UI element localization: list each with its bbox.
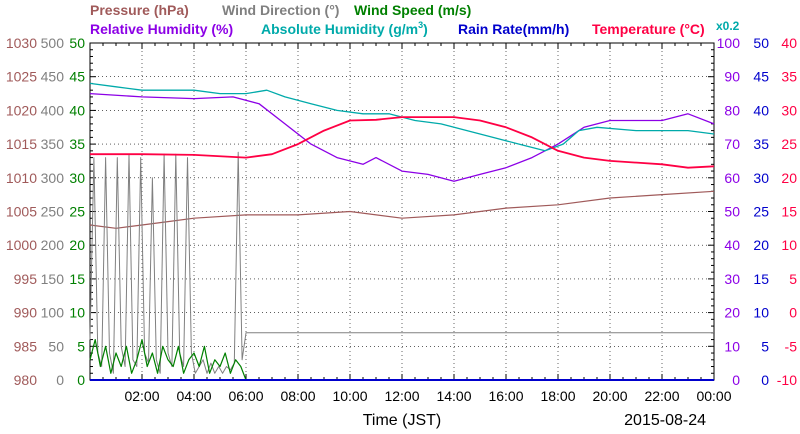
x-tick-label: 06:00 — [228, 388, 263, 404]
series-temperature-line — [90, 116, 715, 169]
y-tick-label-wind-speed: 35 — [69, 136, 85, 152]
x-tick-label: 00:00 — [696, 388, 731, 404]
y-tick-label-wind-direction: 500 — [41, 35, 65, 51]
y-tick-label-relative-humidity: 50 — [724, 204, 740, 220]
y-tick-label-temperature: 15 — [781, 204, 797, 220]
y-tick-label-pressure: 1010 — [6, 170, 37, 186]
y-tick-label-rain-rate: 50 — [753, 35, 769, 51]
y-tick-label-temperature: -5 — [785, 338, 798, 354]
y-tick-label-temperature: 0 — [789, 305, 797, 321]
y-tick-label-wind-direction: 200 — [41, 237, 65, 253]
y-tick-label-relative-humidity: 90 — [724, 69, 740, 85]
y-tick-label-wind-speed: 30 — [69, 170, 85, 186]
y-tick-label-pressure: 995 — [14, 271, 38, 287]
y-tick-label-wind-direction: 100 — [41, 305, 65, 321]
y-tick-label-relative-humidity: 100 — [717, 35, 741, 51]
y-tick-label-relative-humidity: 60 — [724, 170, 740, 186]
y-tick-label-pressure: 1000 — [6, 237, 37, 253]
series-absolute-humidity-line — [89, 82, 715, 152]
y-tick-label-temperature: 40 — [781, 35, 797, 51]
y-tick-label-wind-speed: 40 — [69, 102, 85, 118]
y-tick-label-temperature: 5 — [789, 271, 797, 287]
y-tick-label-rain-rate: 45 — [753, 69, 769, 85]
y-tick-label-pressure: 990 — [14, 305, 38, 321]
x-tick-label: 22:00 — [644, 388, 679, 404]
y-tick-label-relative-humidity: 0 — [732, 372, 740, 388]
x-tick-label: 14:00 — [436, 388, 471, 404]
x-tick-label: 16:00 — [488, 388, 523, 404]
y-tick-label-wind-direction: 400 — [41, 102, 65, 118]
series-wind-speed-line — [89, 339, 247, 381]
y-tick-label-relative-humidity: 70 — [724, 136, 740, 152]
series-layer — [89, 82, 715, 381]
x-tick-label: 18:00 — [540, 388, 575, 404]
y-tick-label-pressure: 1015 — [6, 136, 37, 152]
y-axis-labels: 9809859909951000100510101015102010251030… — [6, 35, 797, 388]
y-tick-label-rain-rate: 20 — [753, 237, 769, 253]
y-tick-label-pressure: 1030 — [6, 35, 37, 51]
x-tick-label: 20:00 — [592, 388, 627, 404]
y-tick-label-wind-speed: 0 — [77, 372, 85, 388]
y-tick-label-temperature: 10 — [781, 237, 797, 253]
y-tick-label-rain-rate: 40 — [753, 102, 769, 118]
y-tick-label-relative-humidity: 30 — [724, 271, 740, 287]
y-tick-label-wind-speed: 5 — [77, 338, 85, 354]
legend-relative-humidity: Relative Humidity (%) — [90, 21, 233, 37]
x-tick-label: 02:00 — [124, 388, 159, 404]
y-tick-label-wind-speed: 10 — [69, 305, 85, 321]
y-tick-label-temperature: 35 — [781, 69, 797, 85]
y-tick-label-wind-direction: 250 — [41, 204, 65, 220]
rain-multiplier-label: x0.2 — [716, 19, 740, 33]
y-tick-label-relative-humidity: 80 — [724, 102, 740, 118]
y-tick-label-wind-direction: 300 — [41, 170, 65, 186]
legend-temperature: Temperature (°C) — [592, 21, 705, 37]
y-tick-label-pressure: 980 — [14, 372, 38, 388]
y-tick-label-pressure: 1025 — [6, 69, 37, 85]
legend-pressure: Pressure (hPa) — [90, 2, 189, 18]
x-tick-label: 08:00 — [280, 388, 315, 404]
y-tick-label-rain-rate: 5 — [761, 338, 769, 354]
y-tick-label-wind-speed: 15 — [69, 271, 85, 287]
y-tick-label-wind-speed: 25 — [69, 204, 85, 220]
x-tick-label: 10:00 — [332, 388, 367, 404]
legend-absolute-humidity: Absolute Humidity (g/m3) — [261, 20, 428, 37]
x-axis-title: Time (JST) — [363, 412, 442, 429]
y-tick-label-relative-humidity: 40 — [724, 237, 740, 253]
legend-rain-rate: Rain Rate(mm/h) — [458, 21, 569, 37]
y-tick-label-wind-speed: 50 — [69, 35, 85, 51]
y-tick-label-rain-rate: 35 — [753, 136, 769, 152]
y-tick-label-rain-rate: 30 — [753, 170, 769, 186]
y-tick-label-pressure: 1005 — [6, 204, 37, 220]
y-tick-label-relative-humidity: 20 — [724, 305, 740, 321]
y-tick-label-wind-direction: 50 — [48, 338, 64, 354]
y-tick-label-wind-direction: 0 — [56, 372, 64, 388]
x-tick-label: 04:00 — [176, 388, 211, 404]
y-tick-label-wind-speed: 20 — [69, 237, 85, 253]
y-tick-label-wind-direction: 350 — [41, 136, 65, 152]
y-tick-label-pressure: 1020 — [6, 102, 37, 118]
y-tick-label-rain-rate: 0 — [761, 372, 769, 388]
y-tick-label-wind-direction: 450 — [41, 69, 65, 85]
y-tick-label-wind-speed: 45 — [69, 69, 85, 85]
legend-wind-speed: Wind Speed (m/s) — [354, 2, 471, 18]
series-relative-humidity-line — [89, 92, 715, 182]
y-tick-label-pressure: 985 — [14, 338, 38, 354]
y-tick-label-temperature: 30 — [781, 102, 797, 118]
y-tick-label-rain-rate: 15 — [753, 271, 769, 287]
legend-wind-direction: Wind Direction (°) — [222, 2, 339, 18]
y-tick-label-relative-humidity: 10 — [724, 338, 740, 354]
y-tick-label-temperature: 20 — [781, 170, 797, 186]
date-label: 2015-08-24 — [624, 412, 706, 429]
x-axis-labels: 02:00 04:00 06:00 08:00 10:00 12:00 14:00 16:00… — [124, 388, 731, 404]
y-tick-label-wind-direction: 150 — [41, 271, 65, 287]
y-tick-label-rain-rate: 25 — [753, 204, 769, 220]
y-tick-label-rain-rate: 10 — [753, 305, 769, 321]
x-tick-label: 12:00 — [384, 388, 419, 404]
y-tick-label-temperature: -10 — [777, 372, 797, 388]
series-pressure-line — [89, 190, 715, 229]
y-tick-label-temperature: 25 — [781, 136, 797, 152]
